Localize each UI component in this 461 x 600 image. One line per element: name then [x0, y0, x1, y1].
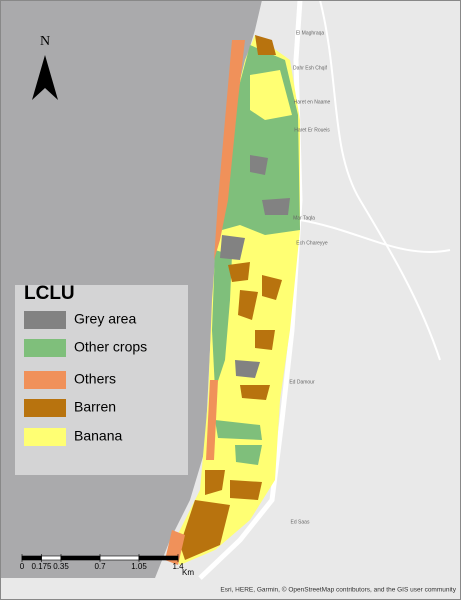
attribution: Esri, HERE, Garmin, © OpenStreetMap cont… — [220, 586, 456, 594]
legend-label: Grey area — [74, 311, 136, 327]
banana-area — [250, 70, 292, 120]
grey-area — [220, 235, 245, 260]
barren-area — [255, 35, 276, 55]
scale-label: 1.4 — [172, 562, 184, 571]
barren-area — [180, 500, 230, 560]
scale-bar: 0 0.175 0.35 0.7 1.05 1.4Km — [20, 554, 194, 577]
scale-unit: Km — [182, 568, 194, 577]
land-cover — [165, 35, 300, 565]
crops-area — [235, 445, 262, 465]
scale-segment — [99, 555, 140, 561]
place-label: Ed Saas — [291, 519, 310, 525]
north-label: N — [40, 34, 50, 49]
place-label: El Maghraqa — [296, 30, 325, 36]
scale-segment — [60, 555, 101, 561]
barren-area — [240, 385, 270, 400]
scale-label: 0.7 — [94, 562, 106, 571]
scale-segment — [138, 555, 179, 561]
scale-label: 0 — [20, 562, 25, 571]
grey-area — [235, 360, 260, 378]
place-label: Haret Er Roueis — [294, 127, 330, 133]
crops-area — [215, 420, 262, 440]
scale-segment — [21, 555, 42, 561]
others-area — [214, 40, 245, 260]
legend-swatch — [24, 371, 66, 389]
barren-area — [230, 480, 262, 500]
legend-label: Other crops — [74, 339, 147, 355]
legend-title: LCLU — [24, 283, 75, 304]
scale-label: 1.05 — [131, 562, 147, 571]
road — [319, 0, 441, 361]
scale-label: 0.175 — [31, 562, 52, 571]
barren-area — [262, 275, 282, 300]
legend-swatch — [24, 339, 66, 357]
north-arrow — [32, 55, 58, 100]
legend-label: Others — [74, 371, 116, 387]
barren-area — [238, 290, 258, 320]
others-area — [206, 380, 218, 460]
grey-area — [250, 155, 268, 175]
place-label: Ech Chareyye — [296, 240, 328, 246]
road — [198, 0, 303, 580]
scale-segment — [41, 555, 62, 561]
place-label: Mar Taqla — [293, 215, 315, 221]
grey-area — [262, 198, 290, 215]
barren-area — [228, 262, 250, 282]
legend-swatch — [24, 311, 66, 329]
place-labels: El Maghraqa Dahr Esh Chqif Haret en Naame H… — [289, 30, 330, 525]
scale-label: 0.35 — [53, 562, 69, 571]
legend-swatch — [24, 428, 66, 446]
legend: Grey area Other crops Others Barren Banana — [24, 311, 147, 446]
legend-swatch — [24, 399, 66, 417]
legend-label: Barren — [74, 399, 116, 415]
barren-area — [205, 470, 225, 495]
place-label: Haret en Naame — [294, 99, 331, 105]
crops-area — [212, 250, 232, 390]
place-label: Ed Damour — [289, 379, 315, 385]
place-label: Dahr Esh Chqif — [293, 65, 328, 71]
legend-label: Banana — [74, 428, 122, 444]
barren-area — [255, 330, 275, 350]
road — [299, 219, 451, 253]
